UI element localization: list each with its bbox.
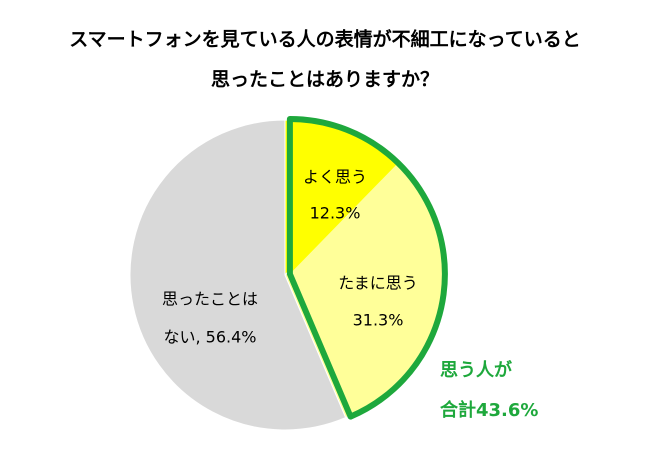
annotation: 合計43.6% bbox=[440, 399, 538, 421]
value-label: 12.3% bbox=[310, 204, 361, 223]
pie-slice bbox=[129, 119, 347, 431]
slice-label: 思ったことは bbox=[162, 290, 258, 309]
slice-label: たまに思う bbox=[338, 274, 418, 293]
value-label: 31.3% bbox=[353, 311, 404, 330]
pie-slice bbox=[289, 163, 445, 417]
slice-label: よく思う bbox=[303, 168, 367, 187]
value-label: ない, 56.4% bbox=[163, 328, 256, 347]
highlight-outline bbox=[286, 116, 448, 420]
pie-slice bbox=[289, 119, 399, 275]
chart-title: スマートフォンを見ている人の表情が不細工になっていると bbox=[69, 28, 580, 51]
annotation: 思う人が bbox=[440, 359, 512, 381]
chart-title: 思ったことはありますか？ bbox=[211, 69, 439, 91]
